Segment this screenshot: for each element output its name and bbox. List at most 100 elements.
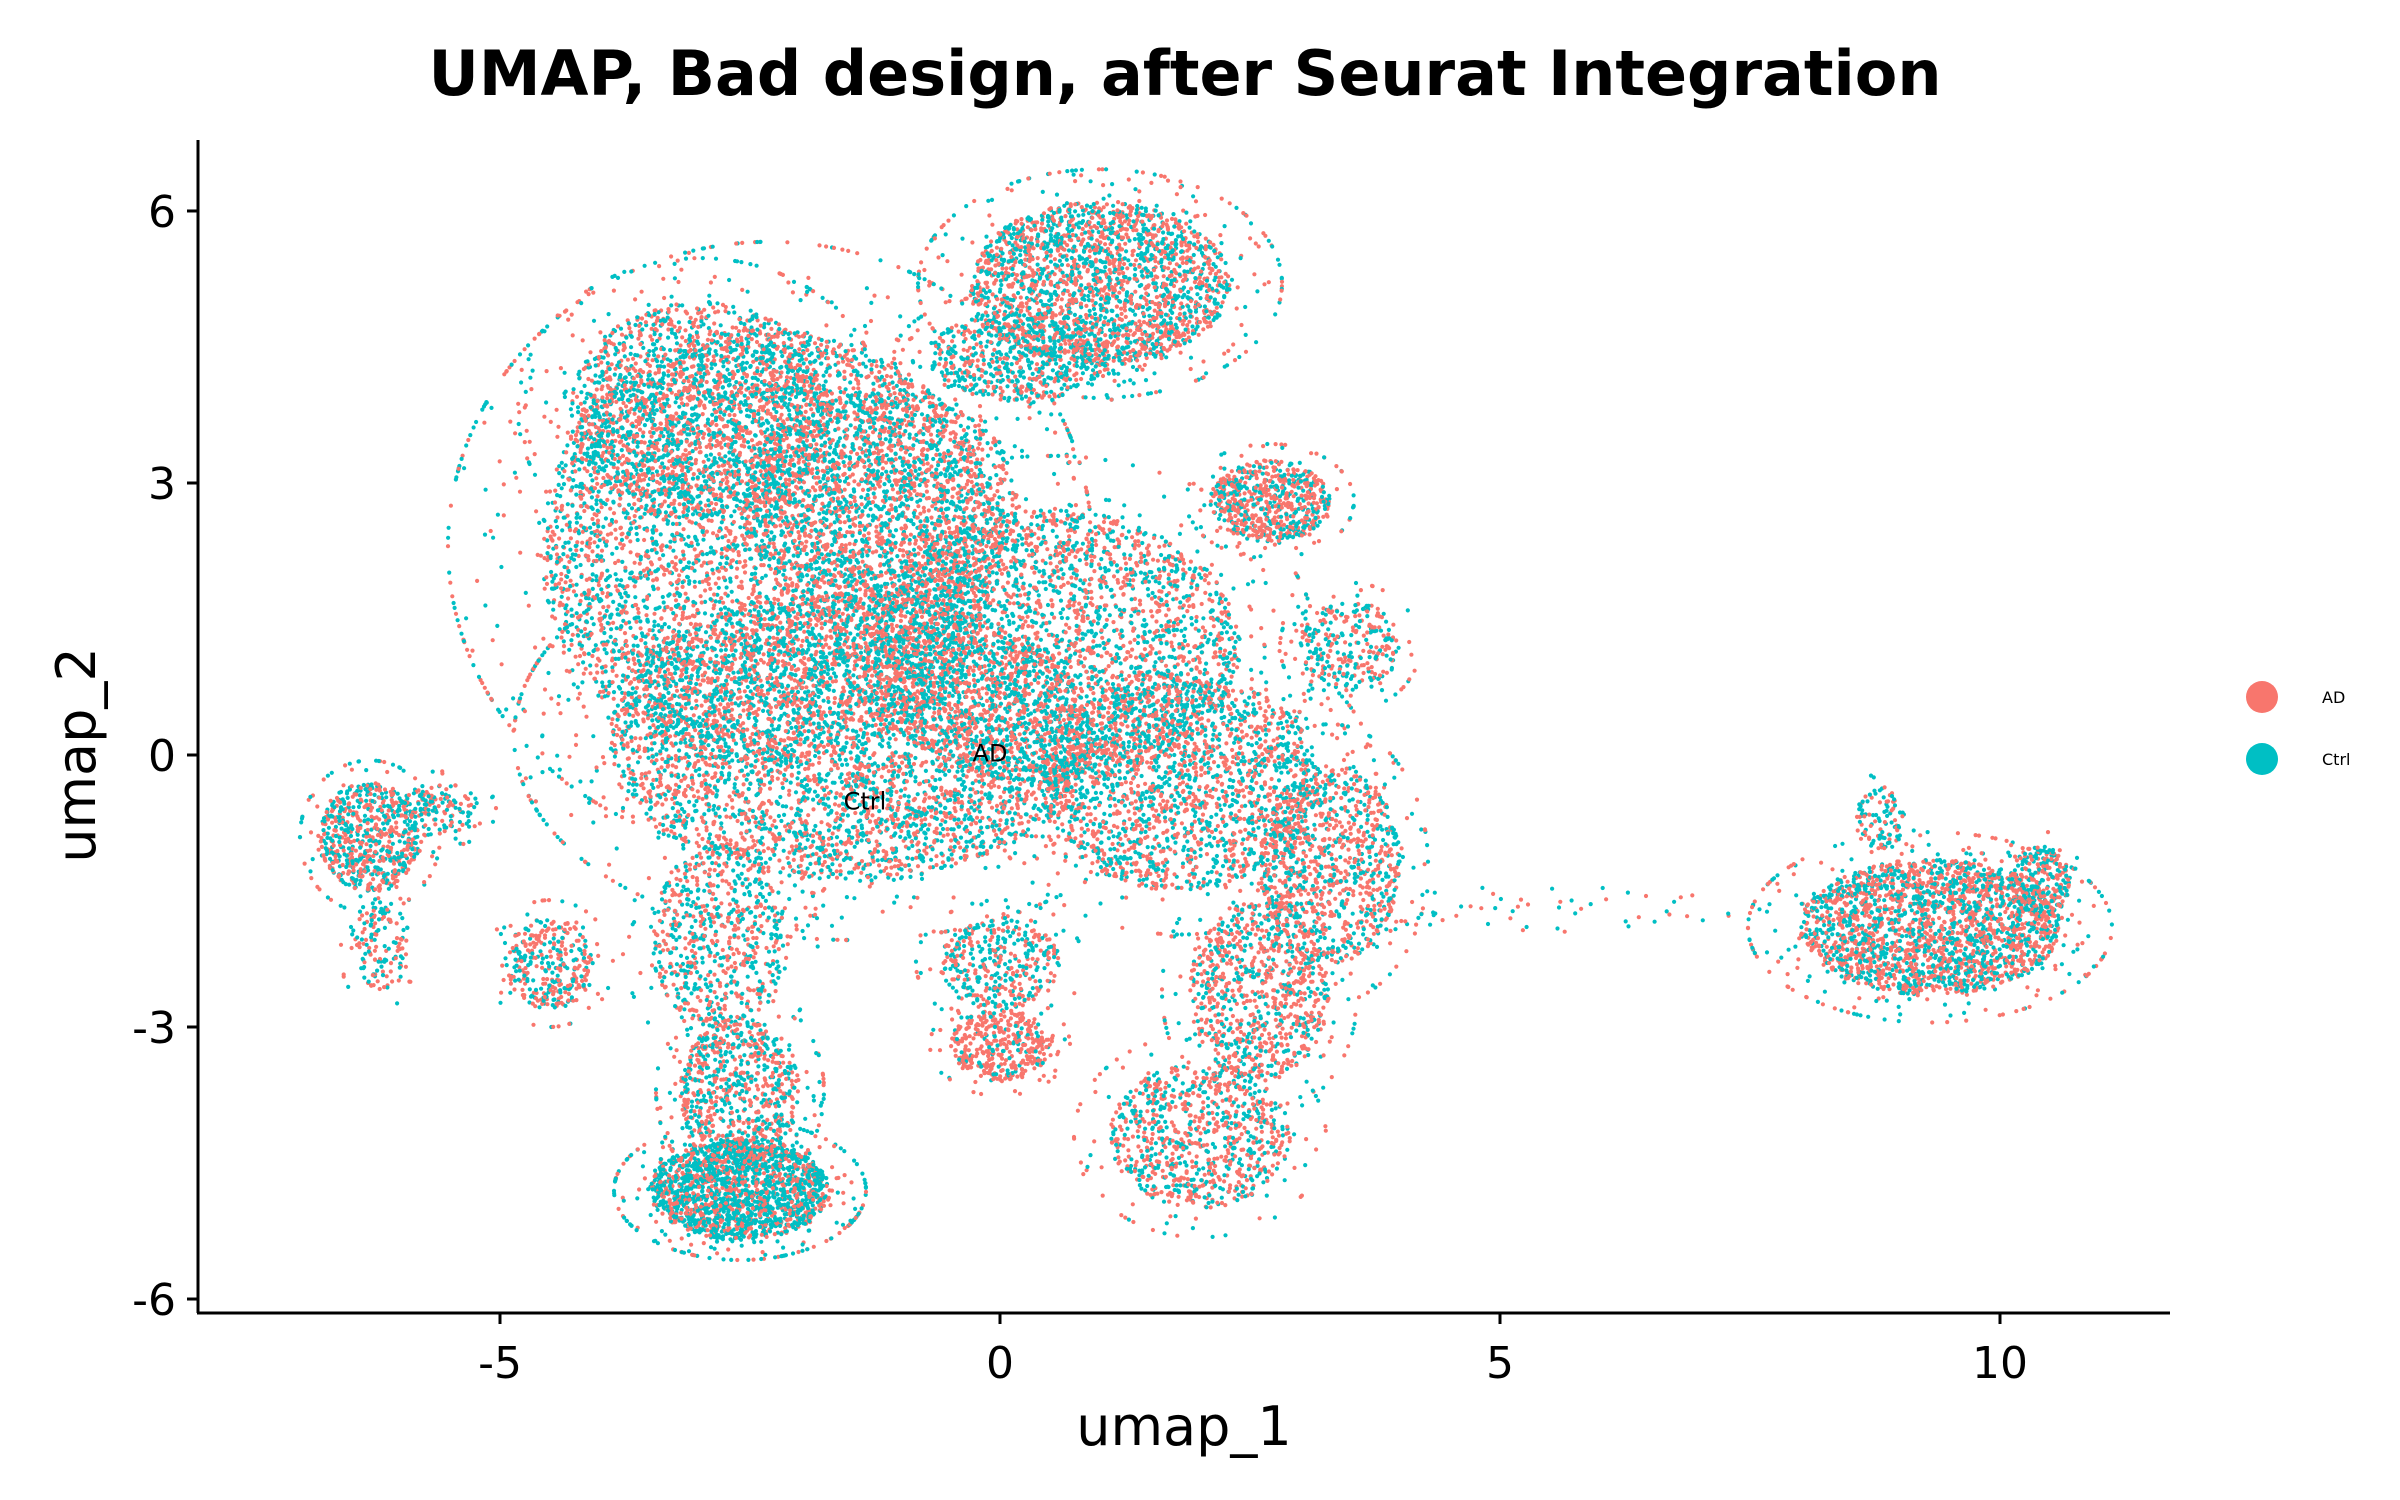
point-ctrl xyxy=(739,821,745,826)
point-ad xyxy=(761,652,766,657)
point-ad xyxy=(880,466,886,471)
point-ctrl xyxy=(787,336,792,341)
point-ctrl xyxy=(626,502,632,507)
point-ctrl xyxy=(551,600,556,605)
point-ad xyxy=(585,469,590,474)
point-ctrl xyxy=(907,463,912,468)
point-ad xyxy=(711,531,716,536)
point-ad xyxy=(563,580,568,585)
point-ad xyxy=(577,691,582,696)
point-ad xyxy=(925,447,930,452)
point-ctrl xyxy=(610,551,615,556)
point-ad xyxy=(716,707,721,713)
point-ctrl xyxy=(864,286,870,291)
point-ad xyxy=(712,603,717,608)
point-ctrl xyxy=(811,738,817,743)
point-ctrl xyxy=(709,366,714,371)
point-ctrl xyxy=(523,389,528,394)
point-ctrl xyxy=(1052,471,1057,477)
point-ad xyxy=(986,505,992,510)
point-ctrl xyxy=(713,599,718,604)
point-ctrl xyxy=(576,410,581,415)
point-ad xyxy=(761,849,766,854)
point-ad xyxy=(712,274,717,279)
point-ctrl xyxy=(471,663,476,668)
point-ad xyxy=(548,534,553,539)
point-ctrl xyxy=(550,579,555,584)
point-ctrl xyxy=(666,519,671,524)
point-ad xyxy=(691,713,696,718)
point-ctrl xyxy=(574,593,579,598)
point-ctrl xyxy=(942,377,947,382)
point-ctrl xyxy=(719,555,725,560)
point-ad xyxy=(881,726,886,732)
point-ad xyxy=(692,584,698,589)
point-ad xyxy=(847,541,852,546)
point-ctrl xyxy=(883,554,888,559)
point-ad xyxy=(660,469,666,474)
point-ctrl xyxy=(489,405,494,410)
point-ctrl xyxy=(651,404,656,409)
point-ctrl xyxy=(829,300,834,305)
point-ctrl xyxy=(620,559,625,565)
point-ctrl xyxy=(745,487,750,492)
point-ctrl xyxy=(1012,444,1017,449)
point-ad xyxy=(754,339,760,345)
point-ad xyxy=(645,566,650,571)
point-ad xyxy=(654,576,659,581)
point-ctrl xyxy=(607,683,612,689)
point-ad xyxy=(684,453,689,458)
point-ad xyxy=(889,374,894,379)
point-ctrl xyxy=(537,520,542,526)
point-ctrl xyxy=(589,495,595,500)
point-ad xyxy=(553,582,558,587)
point-ctrl xyxy=(565,502,570,507)
point-ad xyxy=(864,375,869,380)
point-ctrl xyxy=(903,429,908,434)
point-ctrl xyxy=(646,373,651,378)
point-ctrl xyxy=(645,617,650,622)
point-ctrl xyxy=(459,456,464,461)
point-ctrl xyxy=(555,559,560,565)
point-ctrl xyxy=(647,725,652,730)
point-ctrl xyxy=(791,279,797,284)
point-ad xyxy=(746,595,751,601)
point-ad xyxy=(582,508,587,514)
point-ad xyxy=(804,685,809,690)
point-ctrl xyxy=(528,375,533,380)
point-ad xyxy=(681,527,686,532)
point-ctrl xyxy=(878,258,883,263)
point-ctrl xyxy=(869,367,874,372)
point-ad xyxy=(560,602,565,608)
point-ctrl xyxy=(798,298,803,303)
point-ctrl xyxy=(589,616,595,621)
point-ctrl xyxy=(662,622,667,627)
point-ad xyxy=(664,393,669,398)
point-ad xyxy=(673,555,679,560)
point-ad xyxy=(603,664,608,669)
point-ctrl xyxy=(650,584,656,589)
point-ad xyxy=(871,430,876,435)
point-ad xyxy=(719,596,724,601)
point-ctrl xyxy=(462,466,467,471)
point-ctrl xyxy=(808,335,813,340)
point-ad xyxy=(599,548,605,553)
point-ad xyxy=(708,586,713,592)
point-ctrl xyxy=(545,324,550,329)
point-ctrl xyxy=(556,482,561,487)
point-ctrl xyxy=(550,769,555,774)
point-ctrl xyxy=(935,582,940,588)
point-ad xyxy=(1087,582,1092,587)
point-ad xyxy=(974,464,979,470)
point-ad xyxy=(605,396,610,401)
point-ctrl xyxy=(455,618,460,623)
point-ad xyxy=(647,676,653,681)
point-ad xyxy=(876,417,881,422)
point-ctrl xyxy=(657,605,662,610)
point-ctrl xyxy=(770,652,775,657)
point-ad xyxy=(1013,741,1019,746)
point-ad xyxy=(635,606,641,612)
point-ad xyxy=(890,487,896,492)
point-ctrl xyxy=(629,506,635,511)
point-ad xyxy=(720,463,725,468)
